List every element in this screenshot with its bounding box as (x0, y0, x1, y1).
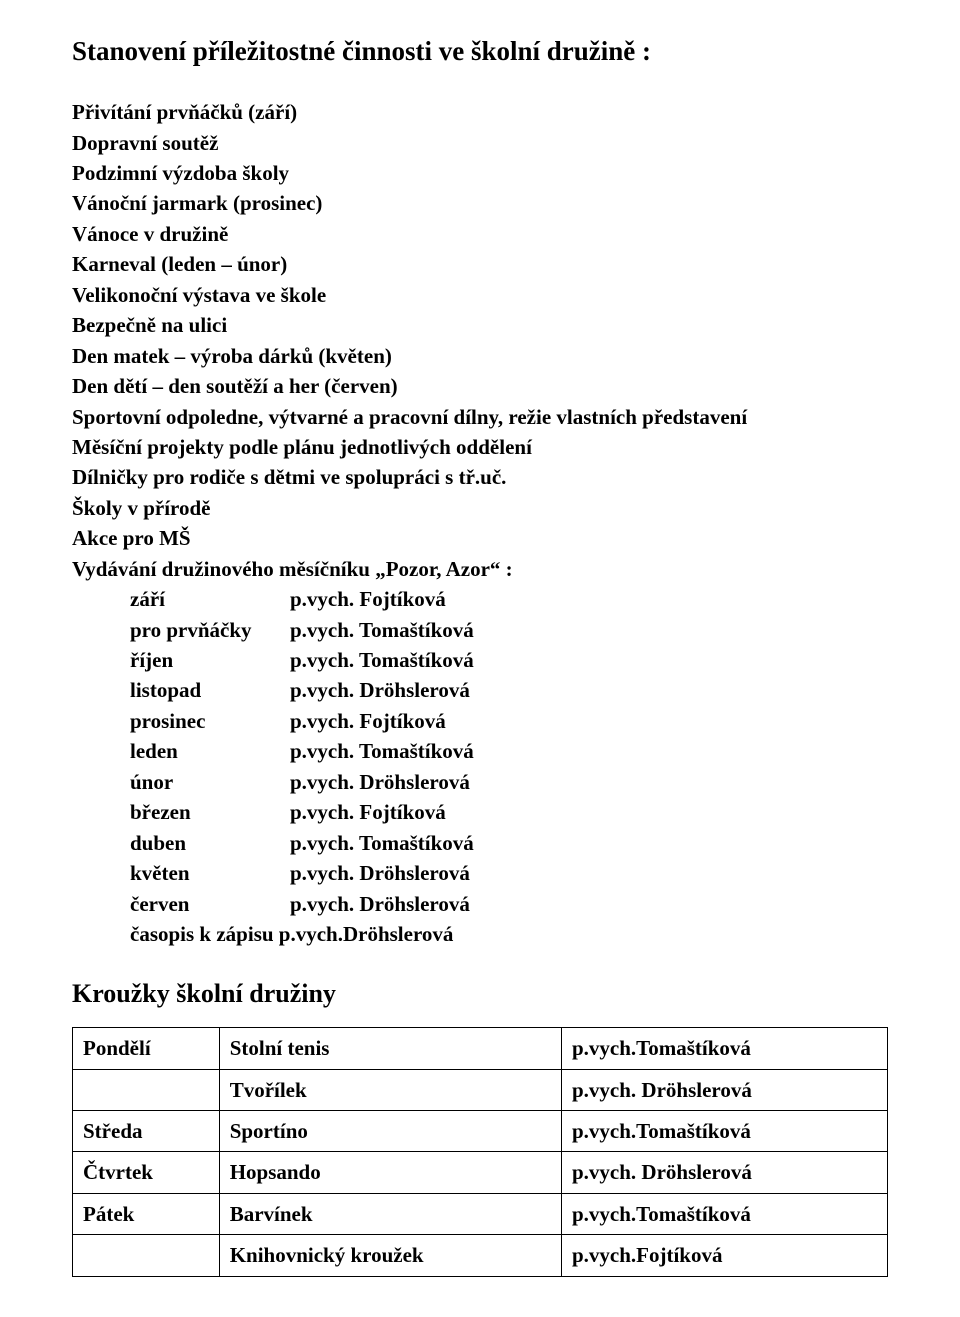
table-row: Středa Sportíno p.vych.Tomaštíková (73, 1110, 888, 1151)
schedule-person: p.vych. Tomaštíková (290, 828, 474, 858)
schedule-row: prosinec p.vych. Fojtíková (130, 706, 888, 736)
club-teacher: p.vych. Dröhslerová (561, 1069, 887, 1110)
schedule-month: březen (130, 797, 290, 827)
club-day: Čtvrtek (73, 1152, 220, 1193)
activity-item: Dílničky pro rodiče s dětmi ve spoluprác… (72, 462, 888, 492)
schedule-person: p.vych. Tomaštíková (290, 736, 474, 766)
club-teacher: p.vych.Tomaštíková (561, 1193, 887, 1234)
schedule-footer: časopis k zápisu p.vych.Dröhslerová (130, 919, 888, 949)
schedule-person: p.vych. Tomaštíková (290, 645, 474, 675)
table-row: Čtvrtek Hopsando p.vych. Dröhslerová (73, 1152, 888, 1193)
activity-item: Vánoční jarmark (prosinec) (72, 188, 888, 218)
club-day: Pátek (73, 1193, 220, 1234)
schedule-row: září p.vych. Fojtíková (130, 584, 888, 614)
activity-item: Měsíční projekty podle plánu jednotlivýc… (72, 432, 888, 462)
club-teacher: p.vych. Dröhslerová (561, 1152, 887, 1193)
schedule-row: březen p.vych. Fojtíková (130, 797, 888, 827)
activity-item: Dopravní soutěž (72, 128, 888, 158)
schedule-month: červen (130, 889, 290, 919)
activity-item: Akce pro MŠ (72, 523, 888, 553)
club-activity: Knihovnický kroužek (219, 1235, 561, 1276)
table-row: Pondělí Stolní tenis p.vych.Tomaštíková (73, 1028, 888, 1069)
table-row: Knihovnický kroužek p.vych.Fojtíková (73, 1235, 888, 1276)
schedule-row: květen p.vych. Dröhslerová (130, 858, 888, 888)
schedule-month: květen (130, 858, 290, 888)
club-activity: Tvořílek (219, 1069, 561, 1110)
club-day: Pondělí (73, 1028, 220, 1069)
schedule-row: říjen p.vych. Tomaštíková (130, 645, 888, 675)
schedule-person: p.vych. Dröhslerová (290, 675, 470, 705)
schedule-month: prosinec (130, 706, 290, 736)
schedule-month: říjen (130, 645, 290, 675)
club-activity: Barvínek (219, 1193, 561, 1234)
activity-item: Sportovní odpoledne, výtvarné a pracovní… (72, 402, 888, 432)
page-title: Stanovení příležitostné činnosti ve škol… (72, 32, 888, 71)
clubs-table: Pondělí Stolní tenis p.vych.Tomaštíková … (72, 1027, 888, 1277)
activity-item: Podzimní výzdoba školy (72, 158, 888, 188)
schedule-person: p.vych. Dröhslerová (290, 858, 470, 888)
schedule-person: p.vych. Tomaštíková (290, 615, 474, 645)
activity-item: Velikonoční výstava ve škole (72, 280, 888, 310)
activity-item: Den dětí – den soutěží a her (červen) (72, 371, 888, 401)
club-teacher: p.vych.Fojtíková (561, 1235, 887, 1276)
club-activity: Stolní tenis (219, 1028, 561, 1069)
schedule-month: listopad (130, 675, 290, 705)
schedule-month: leden (130, 736, 290, 766)
schedule-month: září (130, 584, 290, 614)
activity-item: Přivítání prvňáčků (září) (72, 97, 888, 127)
activity-item: Bezpečně na ulici (72, 310, 888, 340)
schedule-person: p.vych. Fojtíková (290, 584, 446, 614)
clubs-title: Kroužky školní družiny (72, 975, 888, 1013)
club-day (73, 1235, 220, 1276)
table-row: Pátek Barvínek p.vych.Tomaštíková (73, 1193, 888, 1234)
activity-item: Vánoce v družině (72, 219, 888, 249)
club-activity: Sportíno (219, 1110, 561, 1151)
activity-item: Školy v přírodě (72, 493, 888, 523)
schedule-row: červen p.vych. Dröhslerová (130, 889, 888, 919)
club-teacher: p.vych.Tomaštíková (561, 1028, 887, 1069)
schedule-person: p.vych. Fojtíková (290, 797, 446, 827)
schedule-row: duben p.vych. Tomaštíková (130, 828, 888, 858)
schedule-person: p.vych. Fojtíková (290, 706, 446, 736)
schedule-row: listopad p.vych. Dröhslerová (130, 675, 888, 705)
activity-item: Den matek – výroba dárků (květen) (72, 341, 888, 371)
schedule-month: pro prvňáčky (130, 615, 290, 645)
schedule-row: leden p.vych. Tomaštíková (130, 736, 888, 766)
activity-item: Karneval (leden – únor) (72, 249, 888, 279)
schedule-month: duben (130, 828, 290, 858)
activity-item: Vydávání družinového měsíčníku „Pozor, A… (72, 554, 888, 584)
schedule-row: pro prvňáčky p.vych. Tomaštíková (130, 615, 888, 645)
club-teacher: p.vych.Tomaštíková (561, 1110, 887, 1151)
club-activity: Hopsando (219, 1152, 561, 1193)
club-day (73, 1069, 220, 1110)
schedule-person: p.vych. Dröhslerová (290, 889, 470, 919)
schedule-row: únor p.vych. Dröhslerová (130, 767, 888, 797)
schedule-month: únor (130, 767, 290, 797)
activities-list: Přivítání prvňáčků (září) Dopravní soutě… (72, 97, 888, 584)
schedule-person: p.vych. Dröhslerová (290, 767, 470, 797)
table-row: Tvořílek p.vych. Dröhslerová (73, 1069, 888, 1110)
club-day: Středa (73, 1110, 220, 1151)
monthly-schedule: září p.vych. Fojtíková pro prvňáčky p.vy… (72, 584, 888, 949)
